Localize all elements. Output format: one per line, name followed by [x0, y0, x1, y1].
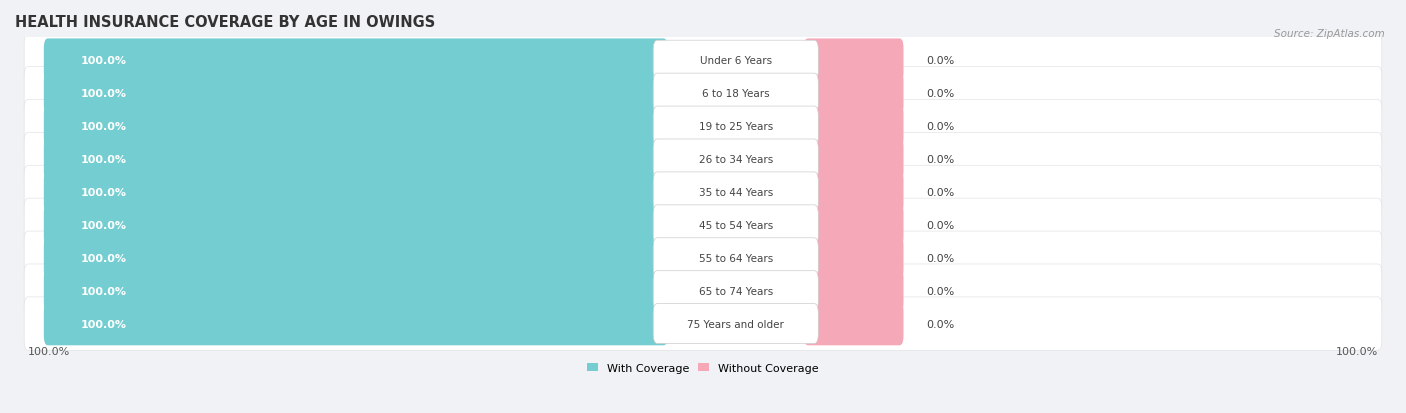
FancyBboxPatch shape [24, 67, 1382, 121]
FancyBboxPatch shape [804, 138, 904, 181]
FancyBboxPatch shape [44, 204, 668, 247]
Text: 0.0%: 0.0% [925, 89, 955, 99]
FancyBboxPatch shape [24, 199, 1382, 252]
FancyBboxPatch shape [44, 39, 668, 83]
Text: 0.0%: 0.0% [925, 286, 955, 296]
Text: 100.0%: 100.0% [80, 56, 127, 66]
FancyBboxPatch shape [654, 271, 818, 311]
FancyBboxPatch shape [654, 238, 818, 278]
Text: 100.0%: 100.0% [80, 188, 127, 197]
Text: 100.0%: 100.0% [1336, 346, 1378, 356]
FancyBboxPatch shape [24, 297, 1382, 350]
FancyBboxPatch shape [24, 264, 1382, 318]
FancyBboxPatch shape [44, 302, 668, 345]
FancyBboxPatch shape [804, 171, 904, 214]
FancyBboxPatch shape [44, 171, 668, 214]
FancyBboxPatch shape [654, 74, 818, 114]
Text: 0.0%: 0.0% [925, 253, 955, 263]
FancyBboxPatch shape [804, 105, 904, 148]
FancyBboxPatch shape [654, 107, 818, 147]
FancyBboxPatch shape [44, 72, 668, 116]
FancyBboxPatch shape [804, 269, 904, 313]
Text: 35 to 44 Years: 35 to 44 Years [699, 188, 773, 197]
Text: 65 to 74 Years: 65 to 74 Years [699, 286, 773, 296]
Text: 100.0%: 100.0% [80, 319, 127, 329]
FancyBboxPatch shape [804, 39, 904, 83]
FancyBboxPatch shape [654, 41, 818, 81]
FancyBboxPatch shape [24, 133, 1382, 186]
FancyBboxPatch shape [24, 100, 1382, 153]
FancyBboxPatch shape [804, 72, 904, 116]
FancyBboxPatch shape [654, 205, 818, 245]
Text: 75 Years and older: 75 Years and older [688, 319, 785, 329]
Text: 0.0%: 0.0% [925, 220, 955, 230]
Text: Under 6 Years: Under 6 Years [700, 56, 772, 66]
Text: 0.0%: 0.0% [925, 56, 955, 66]
FancyBboxPatch shape [44, 269, 668, 313]
Text: 100.0%: 100.0% [80, 286, 127, 296]
Text: Source: ZipAtlas.com: Source: ZipAtlas.com [1274, 29, 1385, 39]
Text: 100.0%: 100.0% [80, 220, 127, 230]
FancyBboxPatch shape [654, 304, 818, 344]
Text: 100.0%: 100.0% [80, 89, 127, 99]
Text: 6 to 18 Years: 6 to 18 Years [702, 89, 769, 99]
Text: 100.0%: 100.0% [80, 122, 127, 132]
Text: 26 to 34 Years: 26 to 34 Years [699, 154, 773, 164]
FancyBboxPatch shape [804, 204, 904, 247]
FancyBboxPatch shape [44, 105, 668, 148]
Text: 100.0%: 100.0% [80, 154, 127, 164]
FancyBboxPatch shape [804, 236, 904, 280]
Text: 0.0%: 0.0% [925, 188, 955, 197]
Legend: With Coverage, Without Coverage: With Coverage, Without Coverage [588, 363, 818, 373]
FancyBboxPatch shape [654, 173, 818, 212]
FancyBboxPatch shape [654, 140, 818, 180]
Text: 45 to 54 Years: 45 to 54 Years [699, 220, 773, 230]
FancyBboxPatch shape [44, 236, 668, 280]
Text: 0.0%: 0.0% [925, 122, 955, 132]
Text: 100.0%: 100.0% [28, 346, 70, 356]
FancyBboxPatch shape [24, 34, 1382, 88]
Text: 0.0%: 0.0% [925, 319, 955, 329]
FancyBboxPatch shape [24, 166, 1382, 219]
Text: 55 to 64 Years: 55 to 64 Years [699, 253, 773, 263]
Text: HEALTH INSURANCE COVERAGE BY AGE IN OWINGS: HEALTH INSURANCE COVERAGE BY AGE IN OWIN… [15, 15, 436, 30]
FancyBboxPatch shape [44, 138, 668, 181]
FancyBboxPatch shape [24, 232, 1382, 285]
Text: 0.0%: 0.0% [925, 154, 955, 164]
Text: 19 to 25 Years: 19 to 25 Years [699, 122, 773, 132]
Text: 100.0%: 100.0% [80, 253, 127, 263]
FancyBboxPatch shape [804, 302, 904, 345]
